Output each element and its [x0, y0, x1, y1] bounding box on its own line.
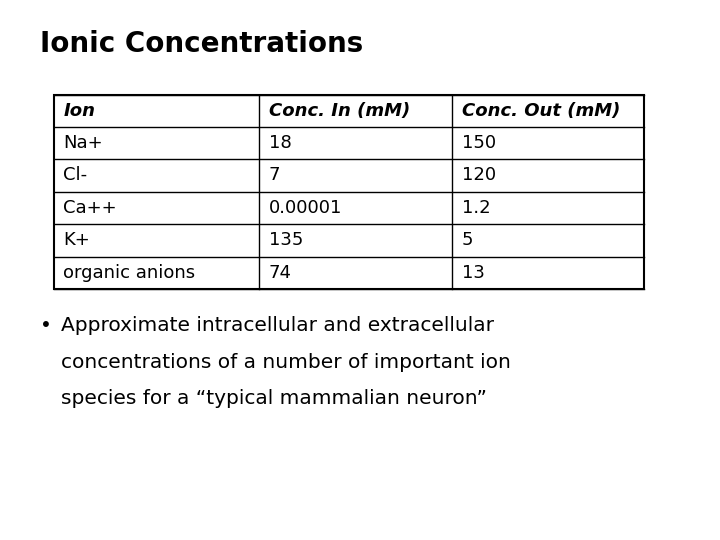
- Text: Cl-: Cl-: [63, 166, 88, 185]
- Text: 120: 120: [462, 166, 495, 185]
- Text: K+: K+: [63, 231, 90, 249]
- Text: 150: 150: [462, 134, 495, 152]
- Text: 7: 7: [269, 166, 280, 185]
- Text: concentrations of a number of important ion: concentrations of a number of important …: [61, 353, 511, 372]
- Text: Na+: Na+: [63, 134, 103, 152]
- Text: Conc. Out (mM): Conc. Out (mM): [462, 102, 620, 120]
- Text: 1.2: 1.2: [462, 199, 490, 217]
- Text: species for a “typical mammalian neuron”: species for a “typical mammalian neuron”: [61, 389, 487, 408]
- Text: Ionic Concentrations: Ionic Concentrations: [40, 30, 363, 58]
- Text: 0.00001: 0.00001: [269, 199, 342, 217]
- Text: •: •: [40, 316, 51, 335]
- Text: Ca++: Ca++: [63, 199, 117, 217]
- Text: 135: 135: [269, 231, 303, 249]
- Text: Conc. In (mM): Conc. In (mM): [269, 102, 410, 120]
- Text: 13: 13: [462, 264, 485, 282]
- Text: 18: 18: [269, 134, 292, 152]
- Text: 5: 5: [462, 231, 473, 249]
- Text: Approximate intracellular and extracellular: Approximate intracellular and extracellu…: [61, 316, 494, 335]
- Text: Ion: Ion: [63, 102, 95, 120]
- Text: 74: 74: [269, 264, 292, 282]
- Text: organic anions: organic anions: [63, 264, 196, 282]
